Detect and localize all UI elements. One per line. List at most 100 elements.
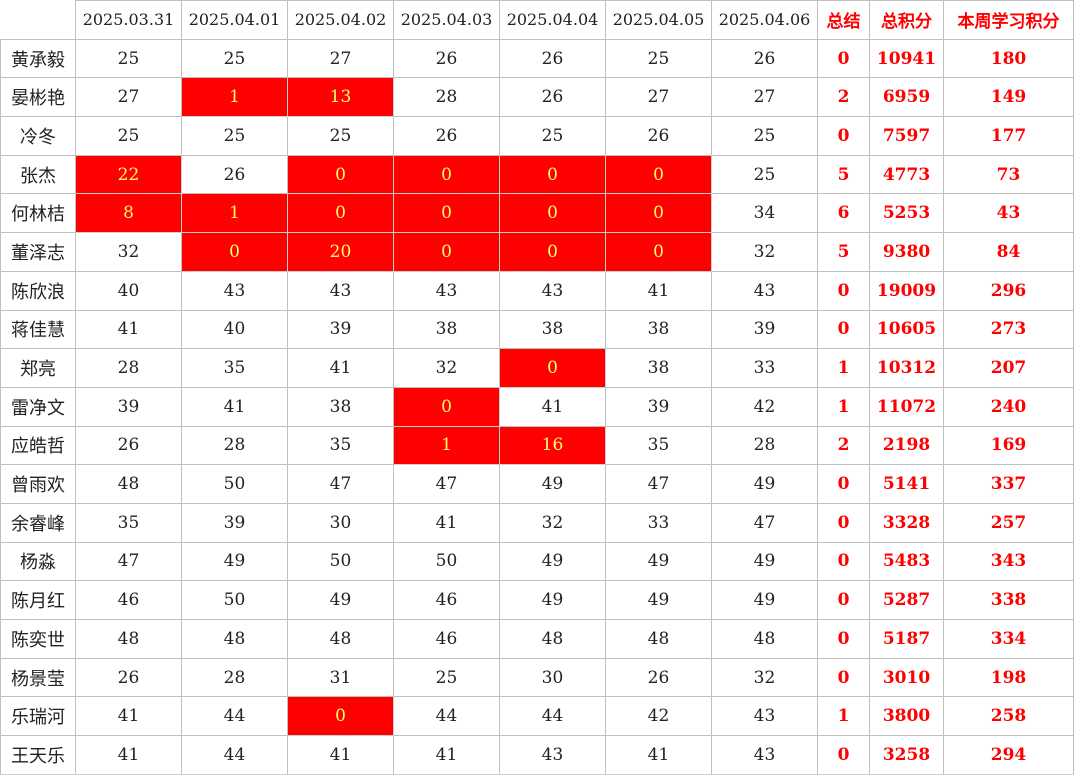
daily-score-cell: 49 [605,580,712,620]
daily-score-cell: 32 [75,232,182,272]
header-date: 2025.04.05 [605,0,712,40]
total-points-cell: 3328 [869,502,944,543]
summary-cell: 1 [817,386,870,427]
daily-score-cell: 34 [711,193,818,234]
total-points-cell: 5483 [869,541,944,582]
summary-cell: 5 [817,232,870,272]
daily-score-cell: 25 [287,116,394,156]
daily-score-cell: 39 [181,502,288,543]
daily-score-cell: 48 [287,619,394,659]
daily-score-cell-alert: 0 [393,193,500,234]
total-points-cell: 5187 [869,619,944,659]
daily-score-cell: 26 [711,38,818,79]
daily-score-cell: 27 [287,38,394,79]
week-points-cell: 334 [943,619,1074,659]
daily-score-cell-alert: 1 [181,193,288,234]
daily-score-cell: 43 [711,270,818,311]
daily-score-cell: 50 [181,580,288,620]
person-name-cell: 陈奕世 [0,619,76,659]
summary-cell: 5 [817,154,870,195]
table-row: 何林桔 8 1 0 0 0 0 34 6 5253 43 [0,193,1074,234]
daily-score-cell: 25 [711,116,818,156]
summary-cell: 6 [817,193,870,234]
table-row: 蒋佳慧 41 40 39 38 38 38 39 0 10605 273 [0,309,1074,350]
daily-score-cell: 48 [181,619,288,659]
table-row: 郑亮 28 35 41 32 0 38 33 1 10312 207 [0,348,1074,388]
week-points-cell: 294 [943,735,1074,775]
week-points-cell: 169 [943,425,1074,466]
daily-score-cell: 27 [711,77,818,118]
daily-score-cell: 43 [711,735,818,775]
daily-score-cell-alert: 22 [75,154,182,195]
daily-score-cell: 40 [75,270,182,311]
daily-score-cell: 41 [393,735,500,775]
daily-score-cell: 35 [75,502,182,543]
daily-score-cell: 50 [393,541,500,582]
daily-score-cell: 43 [499,735,606,775]
table-row: 余睿峰 35 39 30 41 32 33 47 0 3328 257 [0,502,1074,543]
daily-score-cell: 44 [181,696,288,737]
daily-score-cell-alert: 0 [499,154,606,195]
week-points-cell: 296 [943,270,1074,311]
daily-score-cell-alert: 0 [181,232,288,272]
header-row: 2025.03.31 2025.04.01 2025.04.02 2025.04… [0,0,1074,40]
summary-cell: 0 [817,309,870,350]
daily-score-cell: 25 [181,38,288,79]
person-name-cell: 应皓哲 [0,425,76,466]
daily-score-cell: 49 [605,541,712,582]
daily-score-cell: 32 [499,502,606,543]
daily-score-cell: 48 [499,619,606,659]
person-name-cell: 陈月红 [0,580,76,620]
week-points-cell: 84 [943,232,1074,272]
daily-score-cell-alert: 0 [605,154,712,195]
week-points-cell: 240 [943,386,1074,427]
daily-score-cell: 47 [711,502,818,543]
summary-cell: 1 [817,348,870,388]
daily-score-cell: 38 [393,309,500,350]
person-name-cell: 黄承毅 [0,38,76,79]
total-points-cell: 4773 [869,154,944,195]
week-points-cell: 273 [943,309,1074,350]
daily-score-cell: 28 [181,425,288,466]
table-row: 黄承毅 25 25 27 26 26 25 26 0 10941 180 [0,38,1074,79]
daily-score-cell-alert: 0 [287,193,394,234]
summary-cell: 0 [817,270,870,311]
daily-score-cell: 41 [287,348,394,388]
daily-score-cell: 26 [499,77,606,118]
header-date: 2025.04.03 [393,0,500,40]
daily-score-cell: 25 [75,116,182,156]
daily-score-cell: 26 [605,116,712,156]
daily-score-cell: 27 [75,77,182,118]
daily-score-cell: 28 [75,348,182,388]
table-row: 冷冬 25 25 25 26 25 26 25 0 7597 177 [0,116,1074,156]
total-points-cell: 2198 [869,425,944,466]
daily-score-cell: 41 [75,696,182,737]
daily-score-cell: 26 [393,38,500,79]
daily-score-cell: 28 [181,657,288,698]
daily-score-cell: 30 [499,657,606,698]
total-points-cell: 7597 [869,116,944,156]
total-points-cell: 10941 [869,38,944,79]
header-date: 2025.04.01 [181,0,288,40]
daily-score-cell: 38 [605,348,712,388]
daily-score-cell-alert: 0 [499,193,606,234]
week-points-cell: 149 [943,77,1074,118]
person-name-cell: 王天乐 [0,735,76,775]
daily-score-cell-alert: 0 [393,386,500,427]
daily-score-cell: 49 [181,541,288,582]
total-points-cell: 3010 [869,657,944,698]
daily-score-cell: 39 [605,386,712,427]
daily-score-cell: 38 [499,309,606,350]
daily-score-cell: 39 [287,309,394,350]
week-points-cell: 257 [943,502,1074,543]
daily-score-cell: 26 [499,38,606,79]
daily-score-cell: 47 [393,464,500,504]
daily-score-cell-alert: 1 [393,425,500,466]
daily-score-cell: 32 [393,348,500,388]
total-points-cell: 5141 [869,464,944,504]
person-name-cell: 雷净文 [0,386,76,427]
daily-score-cell-alert: 0 [393,154,500,195]
daily-score-cell: 35 [287,425,394,466]
daily-score-cell-alert: 0 [605,232,712,272]
